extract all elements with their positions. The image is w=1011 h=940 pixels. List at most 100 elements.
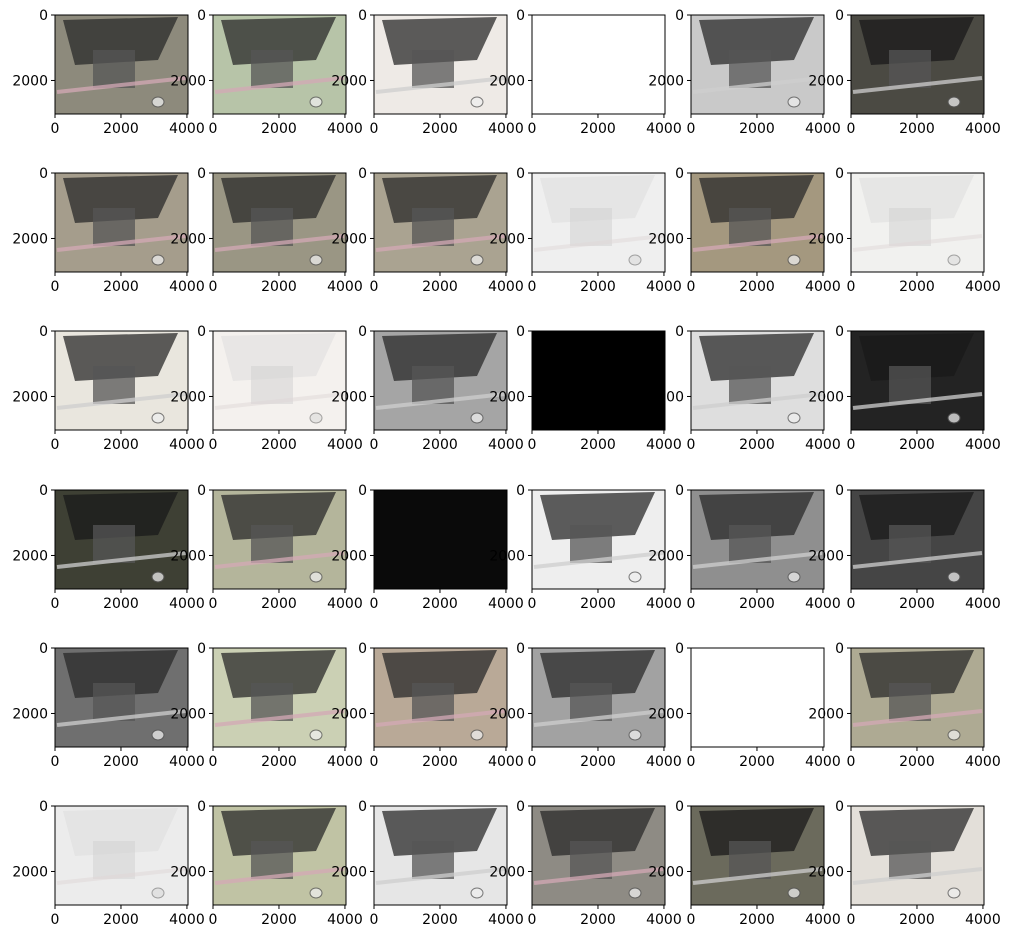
subplot-panel: 0 2000 4000 0 2000: [12, 799, 204, 928]
y-tick-label: 2000: [12, 73, 48, 89]
axes-frame: [850, 489, 985, 590]
x-tick-label: 2000: [580, 437, 616, 453]
machine-body-shape: [382, 17, 497, 65]
y-tick-label: 2000: [12, 231, 48, 247]
x-tick-label: 0: [528, 121, 537, 137]
x-tick-label: 4000: [169, 279, 205, 295]
x-tick-label: 0: [51, 596, 60, 612]
y-tick-label: 2000: [489, 548, 525, 564]
machine-rail-line: [852, 867, 983, 885]
y-tick-label: 0: [835, 641, 844, 657]
machine-rail-line: [375, 76, 506, 94]
machine-body-shape: [382, 650, 497, 698]
machine-body-shape: [63, 333, 178, 381]
machine-hole-shape: [787, 887, 801, 899]
x-tick-label: 4000: [805, 121, 841, 137]
machine-hole-shape: [947, 729, 961, 741]
y-tick-label: 2000: [648, 548, 684, 564]
machine-rail-line: [56, 234, 187, 252]
x-tick-label: 4000: [646, 596, 682, 612]
x-tick-label: 0: [209, 279, 218, 295]
axes-frame: [531, 172, 666, 273]
subplot-image: [374, 490, 507, 589]
machine-bracket-shape: [889, 50, 931, 88]
machine-rail-line: [56, 709, 187, 727]
axes-frame: [850, 172, 985, 273]
x-tick-label: 0: [209, 437, 218, 453]
y-tick-label: 0: [39, 799, 48, 815]
x-tick-label: 2000: [103, 912, 139, 928]
machine-hole-shape: [309, 887, 323, 899]
y-tick-label: 0: [358, 641, 367, 657]
machine-bracket-shape: [251, 683, 293, 721]
axes-frame: [531, 489, 666, 590]
x-tick-label: 2000: [103, 596, 139, 612]
machine-body-shape: [382, 333, 497, 381]
axes-frame: [373, 805, 508, 906]
y-tick-label: 0: [835, 8, 844, 24]
x-tick-label: 0: [51, 121, 60, 137]
x-tick-label: 4000: [965, 596, 1001, 612]
y-tick-label: 0: [39, 166, 48, 182]
x-tick-label: 4000: [169, 912, 205, 928]
machine-bracket-shape: [412, 50, 454, 88]
axes-frame: [690, 172, 825, 273]
x-tick-label: 2000: [103, 279, 139, 295]
machine-body-shape: [699, 492, 814, 540]
machine-hole-shape: [947, 571, 961, 583]
x-tick-label: 4000: [488, 121, 524, 137]
machine-rail-line: [56, 551, 187, 569]
y-tick-label: 2000: [808, 548, 844, 564]
machine-hole-shape: [470, 412, 484, 424]
y-tick-label: 0: [197, 799, 206, 815]
y-tick-label: 0: [358, 799, 367, 815]
machine-rail-line: [214, 234, 345, 252]
machine-rail-line: [852, 551, 983, 569]
x-tick-label: 2000: [899, 437, 935, 453]
machine-rail-line: [56, 867, 187, 885]
machine-bracket-shape: [93, 841, 135, 879]
x-tick-label: 2000: [422, 279, 458, 295]
x-tick-label: 4000: [327, 596, 363, 612]
axes-frame: [212, 330, 347, 431]
x-tick-label: 4000: [646, 912, 682, 928]
x-tick-label: 4000: [169, 754, 205, 770]
x-tick-label: 2000: [739, 437, 775, 453]
x-tick-label: 4000: [327, 912, 363, 928]
x-tick-label: 0: [687, 754, 696, 770]
x-tick-label: 4000: [488, 279, 524, 295]
y-tick-label: 2000: [12, 706, 48, 722]
x-tick-label: 4000: [488, 912, 524, 928]
y-tick-label: 2000: [170, 864, 206, 880]
y-tick-label: 0: [675, 641, 684, 657]
y-tick-label: 2000: [808, 231, 844, 247]
machine-rail-line: [214, 392, 345, 410]
subplot-image: [691, 648, 824, 747]
subplot-image: [532, 15, 665, 114]
y-tick-label: 0: [835, 799, 844, 815]
x-tick-label: 2000: [422, 596, 458, 612]
y-tick-label: 2000: [648, 864, 684, 880]
x-tick-label: 4000: [327, 279, 363, 295]
machine-hole-shape: [628, 571, 642, 583]
machine-bracket-shape: [729, 841, 771, 879]
x-tick-label: 2000: [422, 754, 458, 770]
machine-hole-shape: [947, 887, 961, 899]
x-tick-label: 2000: [580, 279, 616, 295]
machine-bracket-shape: [729, 366, 771, 404]
y-tick-label: 0: [39, 483, 48, 499]
y-tick-label: 0: [358, 483, 367, 499]
y-tick-label: 2000: [170, 389, 206, 405]
x-tick-label: 0: [687, 912, 696, 928]
axes-frame: [850, 805, 985, 906]
axes-frame: [531, 805, 666, 906]
subplot-image: [532, 331, 665, 430]
y-tick-label: 2000: [331, 389, 367, 405]
